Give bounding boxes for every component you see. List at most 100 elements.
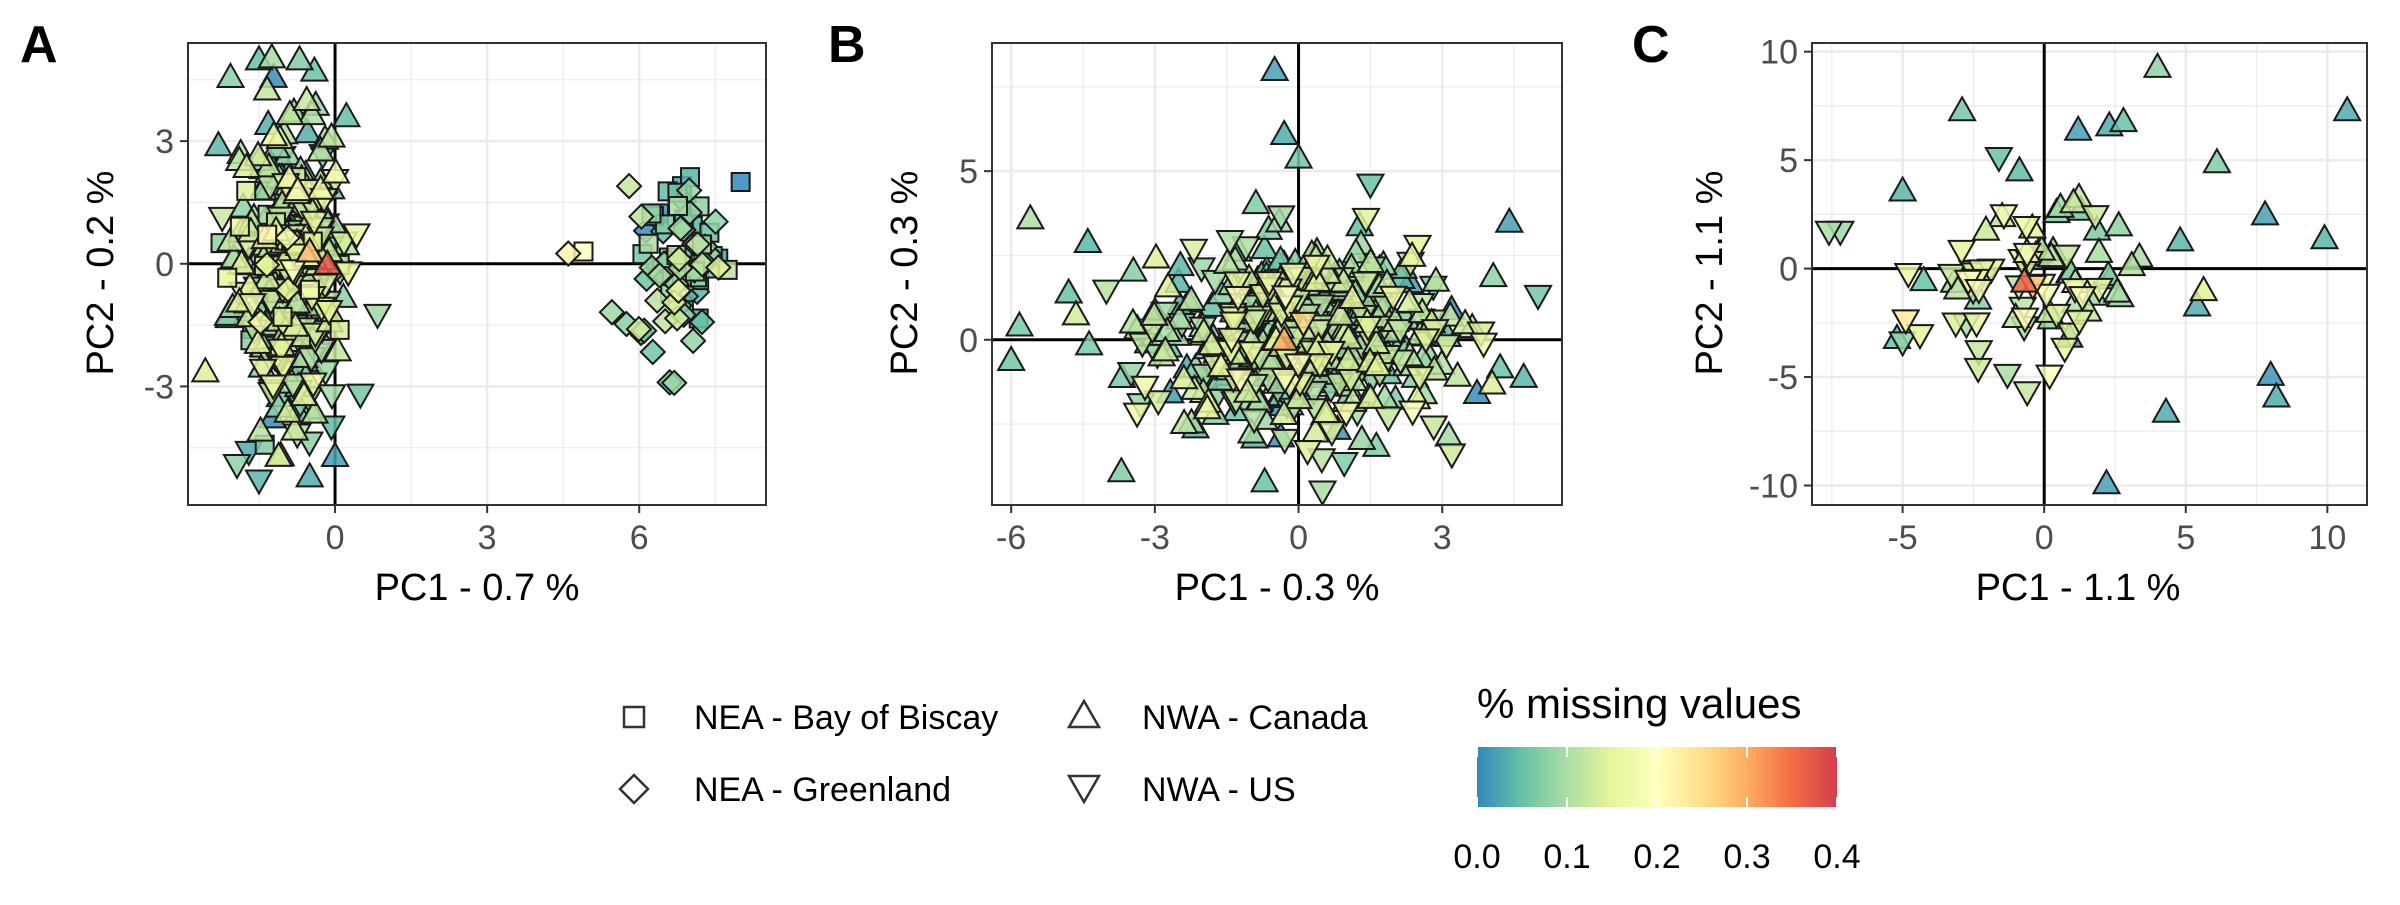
data-point-square — [638, 233, 659, 254]
data-point-triangle-up — [1325, 299, 1356, 326]
y-tick-label: 5 — [959, 153, 978, 191]
points-layer — [996, 54, 1553, 505]
legend-label-bay-of-biscay: NEA - Bay of Biscay — [694, 699, 998, 737]
data-point-triangle-down — [1893, 263, 1924, 290]
data-point-square — [229, 216, 250, 237]
y-tick-label: 10 — [1760, 34, 1798, 72]
data-point-triangle-up — [1421, 265, 1451, 292]
panel-a: A 0 3 6 -3 0 3 PC1 - 0.7 % PC2 - 0.2 % — [20, 16, 767, 609]
legend-label-us: NWA - US — [1142, 771, 1296, 809]
panel-b: B -6 -3 0 3 0 5 PC1 - 0.3 % PC2 - 0.3 % — [828, 16, 1563, 609]
data-point-triangle-down — [1216, 327, 1247, 354]
data-point-diamond — [663, 304, 691, 332]
data-point-triangle-up — [322, 335, 353, 362]
data-point-triangle-up — [1971, 214, 2001, 241]
data-point-triangle-up — [203, 130, 234, 157]
data-point-triangle-down — [258, 374, 288, 401]
data-point-triangle-up — [1477, 368, 1507, 395]
y-tick-label: 3 — [155, 123, 174, 161]
data-point-triangle-down — [1266, 205, 1296, 232]
data-point-triangle-down — [2050, 337, 2080, 364]
data-point-triangle-up — [297, 99, 327, 126]
data-point-triangle-down — [1238, 309, 1269, 336]
data-point-triangle-down — [2067, 286, 2098, 313]
data-point-triangle-up — [1259, 54, 1290, 81]
data-point-triangle-down — [1231, 236, 1261, 263]
data-point-triangle-down — [1301, 254, 1332, 281]
data-point-triangle-down — [222, 453, 252, 481]
data-point-triangle-up — [1394, 286, 1425, 313]
data-point-triangle-up — [1169, 408, 1199, 435]
data-point-triangle-up — [1494, 206, 1525, 233]
data-point-triangle-down — [1405, 366, 1435, 393]
data-point-triangle-down — [2011, 215, 2042, 243]
y-tick-label: 5 — [1779, 142, 1798, 180]
data-point-triangle-up — [1283, 142, 1314, 169]
plot-background — [1812, 43, 2367, 505]
y-axis-title-a: PC2 - 0.2 % — [80, 171, 122, 376]
data-point-triangle-down — [2064, 309, 2095, 336]
data-point-triangle-up — [2108, 106, 2139, 133]
data-point-triangle-up — [2165, 225, 2195, 252]
data-point-triangle-down — [1127, 332, 1158, 359]
data-point-triangle-down — [333, 261, 363, 288]
data-point-triangle-down — [237, 293, 268, 320]
data-point-triangle-up — [305, 135, 336, 162]
data-point-triangle-up — [1118, 255, 1149, 282]
data-point-diamond — [643, 287, 671, 314]
colorbar-ticks: 0.0 0.1 0.2 0.3 0.4 — [1453, 747, 1861, 876]
data-point-triangle-up — [2182, 290, 2212, 317]
data-point-triangle-up — [1355, 382, 1386, 409]
y-tick-label: -3 — [144, 368, 174, 406]
data-point-triangle-up — [2009, 266, 2040, 293]
data-point-triangle-up — [2104, 210, 2134, 237]
data-point-triangle-up — [294, 461, 325, 488]
data-point-triangle-down — [1989, 204, 2019, 231]
data-point-triangle-down — [299, 210, 329, 237]
data-point-triangle-up — [1269, 398, 1299, 426]
data-point-triangle-down — [1288, 311, 1319, 338]
data-point-triangle-down — [1305, 353, 1335, 380]
panel-c: C -5 0 5 10 -10 -5 0 5 10 PC1 - 1.1 % PC2 - 1.1 … — [1632, 16, 2368, 609]
data-point-square — [257, 224, 278, 245]
data-point-diamond — [274, 224, 301, 252]
data-point-triangle-down — [1122, 402, 1152, 429]
data-point-triangle-up — [1887, 175, 1918, 202]
data-point-triangle-up — [1908, 265, 1939, 292]
data-point-triangle-down — [244, 469, 274, 496]
data-point-triangle-up — [2309, 223, 2340, 250]
x-tick-label: 3 — [1433, 519, 1452, 557]
data-point-square — [217, 267, 238, 288]
data-point-triangle-up — [1165, 250, 1196, 277]
legend-label-canada: NWA - Canada — [1142, 699, 1368, 737]
data-point-triangle-up — [1176, 284, 1206, 311]
data-point-triangle-up — [1169, 363, 1199, 390]
data-point-square — [299, 279, 320, 300]
legend-label-greenland: NEA - Greenland — [694, 771, 951, 809]
data-point-triangle-down — [1992, 363, 2023, 390]
data-point-triangle-down — [314, 299, 344, 326]
data-point-triangle-down — [2012, 381, 2042, 408]
data-point-triangle-up — [1192, 393, 1223, 420]
data-point-diamond — [704, 254, 732, 281]
data-point-triangle-up — [272, 396, 303, 423]
data-point-triangle-down — [1223, 285, 1253, 313]
data-point-triangle-down — [1468, 332, 1499, 359]
data-point-triangle-down — [1278, 262, 1308, 289]
data-point-triangle-down — [1905, 324, 1935, 351]
data-point-triangle-up — [292, 117, 323, 144]
data-point-triangle-down — [1385, 319, 1415, 346]
data-point-triangle-down — [1179, 238, 1209, 265]
data-point-triangle-up — [299, 397, 330, 424]
data-point-triangle-up — [1508, 361, 1539, 388]
data-point-diamond — [665, 245, 693, 273]
legend-key-square — [622, 705, 646, 729]
data-point-triangle-up — [2261, 381, 2292, 408]
data-point-triangle-down — [1437, 443, 1467, 470]
data-point-square — [668, 196, 689, 217]
x-tick-label: -5 — [1887, 519, 1917, 557]
data-point-triangle-up — [321, 157, 351, 184]
shape-legend: NEA - Bay of Biscay NEA - Greenland NWA … — [618, 698, 1368, 809]
y-tick-label: 0 — [1779, 251, 1798, 289]
